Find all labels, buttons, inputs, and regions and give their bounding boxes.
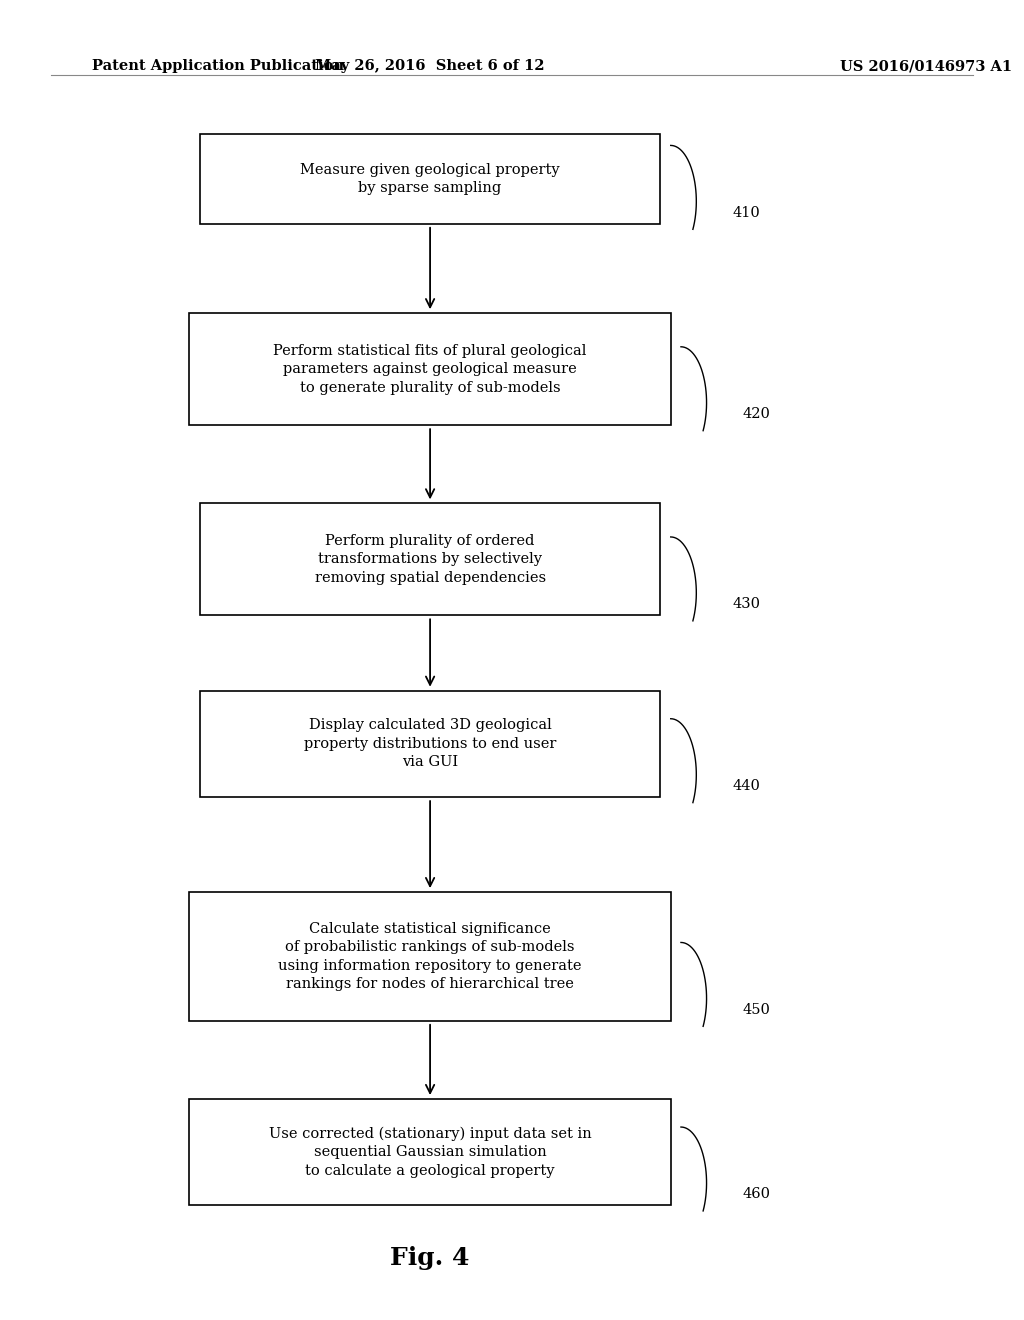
FancyBboxPatch shape — [200, 135, 660, 223]
Text: Measure given geological property
by sparse sampling: Measure given geological property by spa… — [300, 162, 560, 195]
Text: Perform plurality of ordered
transformations by selectively
removing spatial dep: Perform plurality of ordered transformat… — [314, 533, 546, 585]
Text: 410: 410 — [732, 206, 760, 219]
Text: 460: 460 — [742, 1187, 770, 1201]
FancyBboxPatch shape — [200, 503, 660, 615]
Text: Perform statistical fits of plural geological
parameters against geological meas: Perform statistical fits of plural geolo… — [273, 343, 587, 395]
Text: Use corrected (stationary) input data set in
sequential Gaussian simulation
to c: Use corrected (stationary) input data se… — [268, 1126, 592, 1177]
FancyBboxPatch shape — [189, 313, 671, 425]
FancyBboxPatch shape — [189, 1100, 671, 1205]
Text: US 2016/0146973 A1: US 2016/0146973 A1 — [840, 59, 1012, 74]
FancyBboxPatch shape — [189, 892, 671, 1020]
Text: Calculate statistical significance
of probabilistic rankings of sub-models
using: Calculate statistical significance of pr… — [279, 921, 582, 991]
Text: Patent Application Publication: Patent Application Publication — [92, 59, 344, 74]
Text: May 26, 2016  Sheet 6 of 12: May 26, 2016 Sheet 6 of 12 — [315, 59, 545, 74]
Text: Fig. 4: Fig. 4 — [390, 1246, 470, 1270]
Text: 430: 430 — [732, 597, 760, 611]
Text: 420: 420 — [742, 407, 770, 421]
Text: 450: 450 — [742, 1003, 770, 1016]
Text: 440: 440 — [732, 779, 760, 793]
FancyBboxPatch shape — [200, 690, 660, 797]
Text: Display calculated 3D geological
property distributions to end user
via GUI: Display calculated 3D geological propert… — [304, 718, 556, 770]
